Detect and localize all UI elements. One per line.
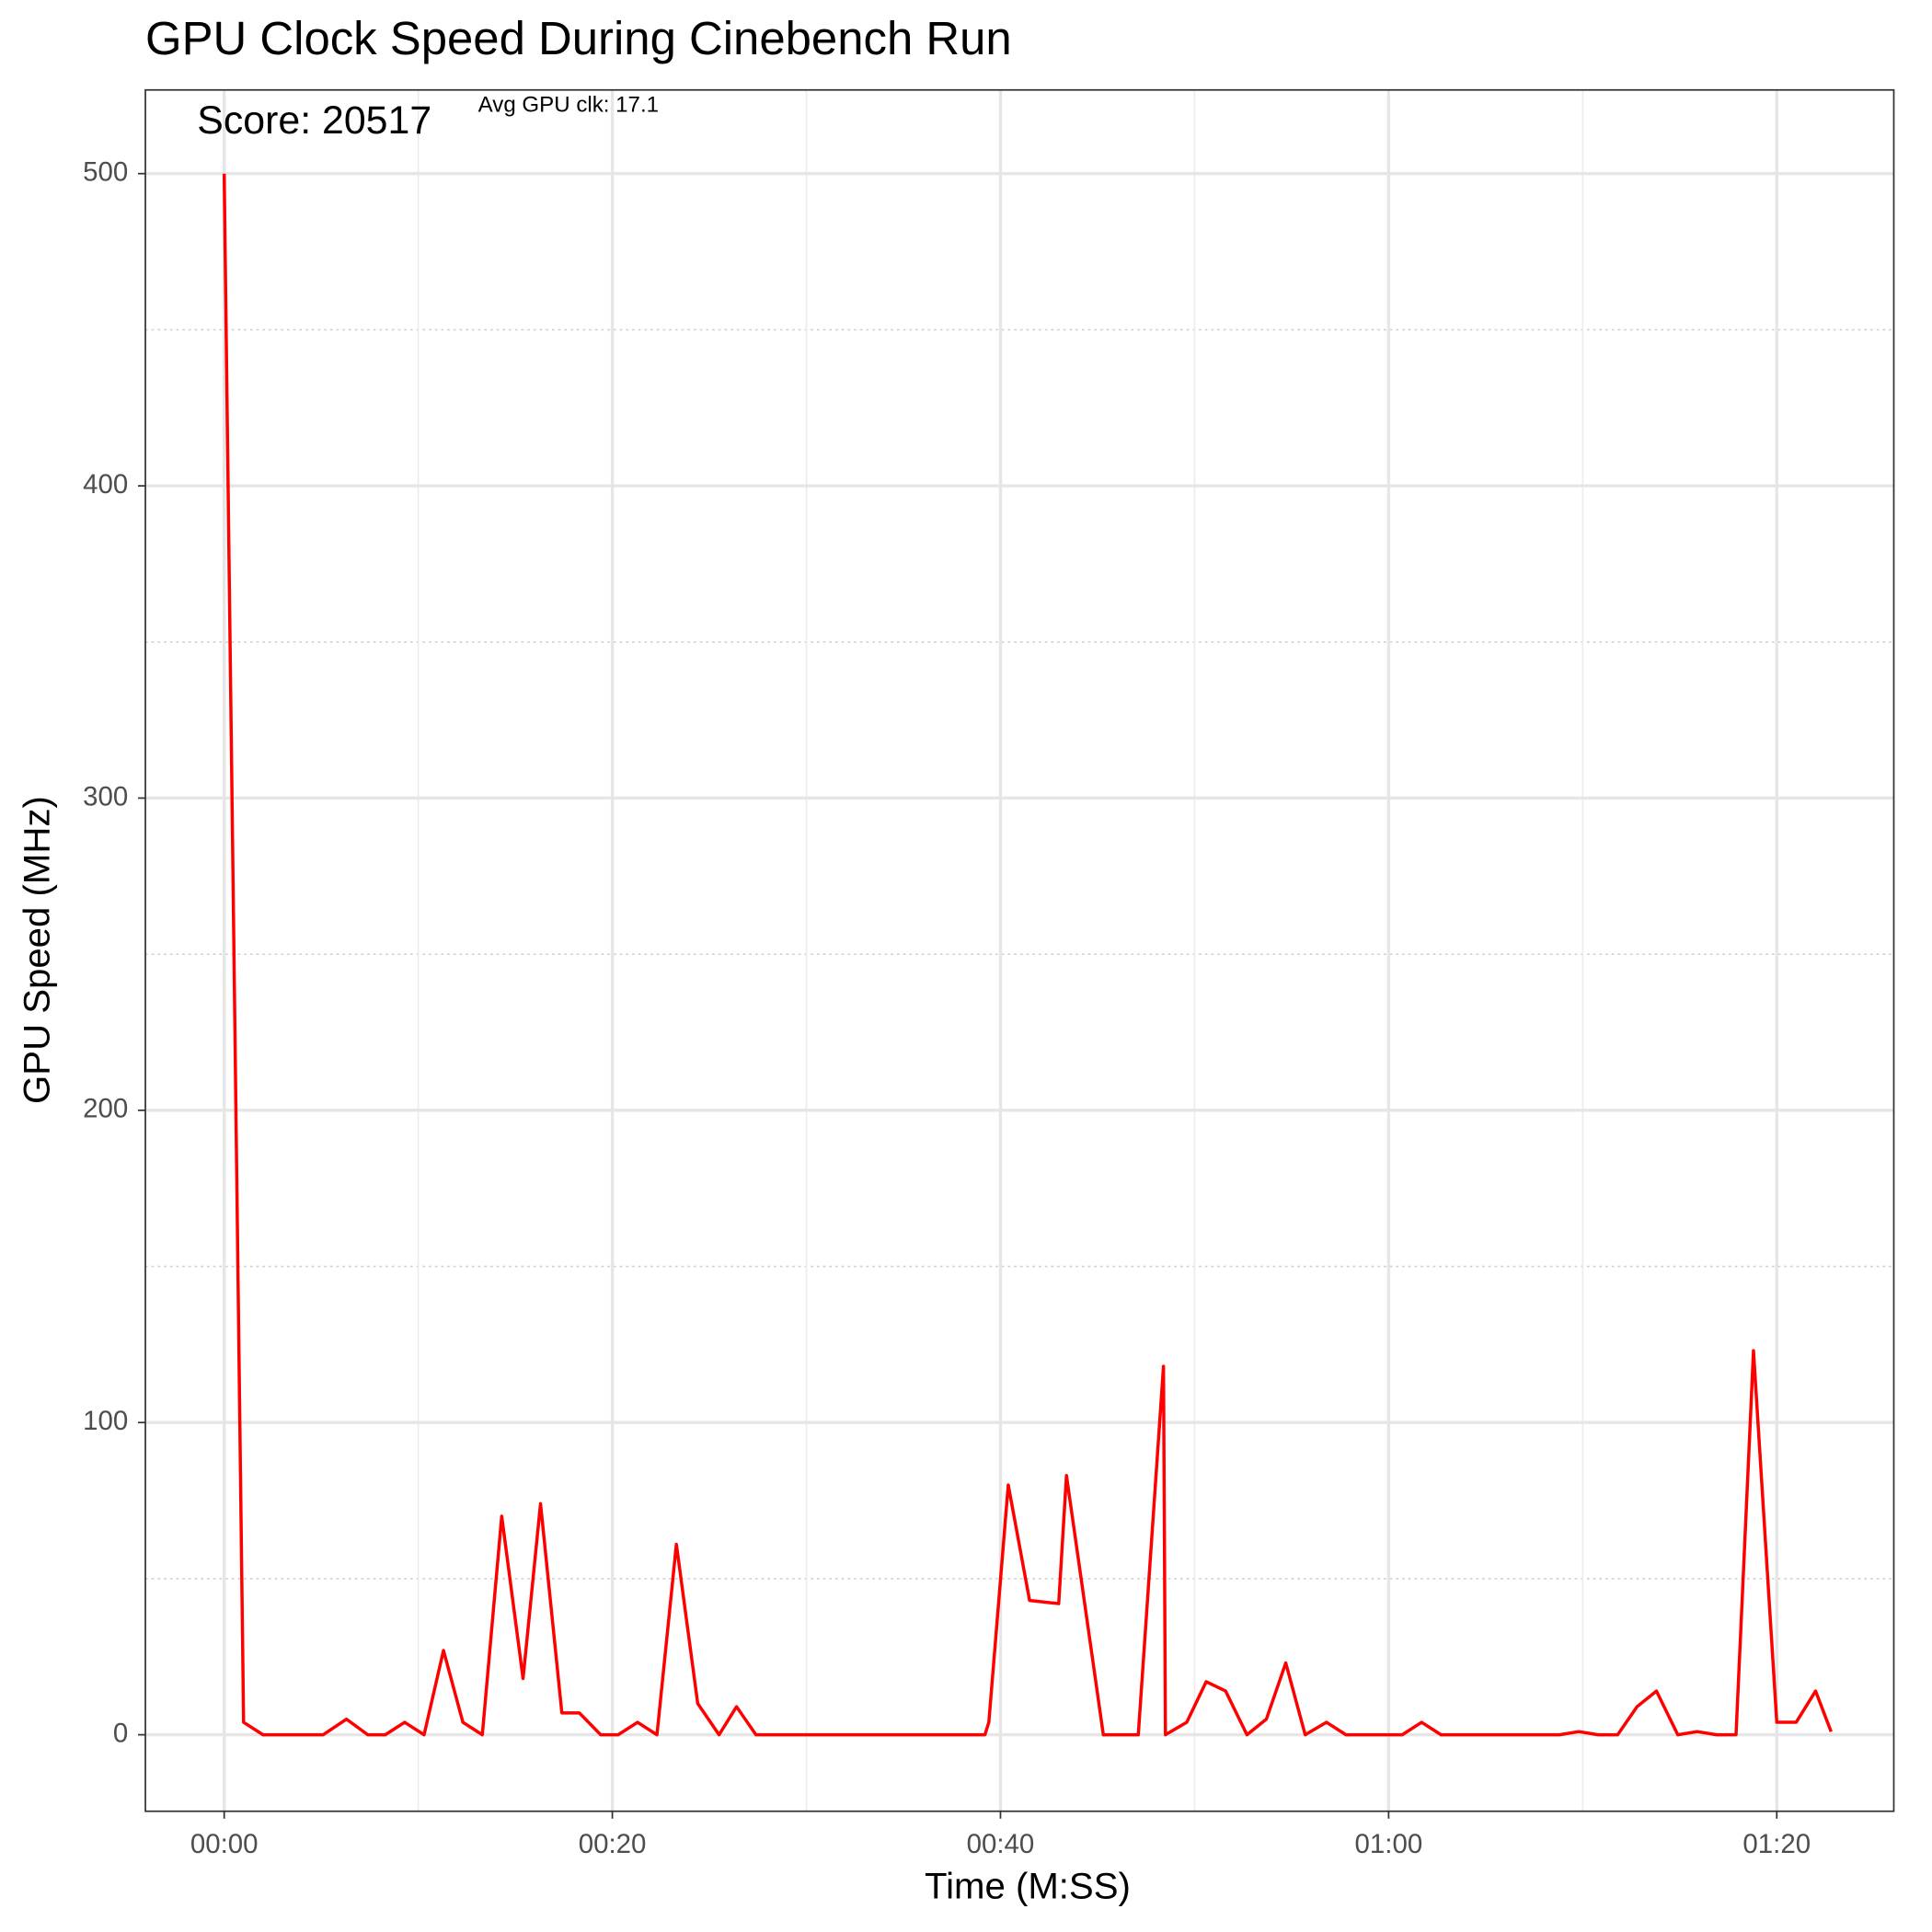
y-tick-label: 400: [83, 469, 128, 500]
x-tick-label: 00:40: [967, 1829, 1035, 1859]
y-tick-label: 0: [113, 1718, 128, 1748]
x-axis-title: Time (M:SS): [925, 1866, 1131, 1907]
y-tick-label: 100: [83, 1406, 128, 1436]
avg-annotation: Avg GPU clk: 17.1: [478, 93, 659, 118]
chart-title: GPU Clock Speed During Cinebench Run: [145, 12, 1012, 64]
y-tick-label: 200: [83, 1094, 128, 1124]
y-tick-label: 500: [83, 157, 128, 188]
score-annotation: Score: 20517: [197, 98, 431, 143]
x-tick-label: 01:20: [1742, 1829, 1811, 1859]
x-tick-label: 00:20: [579, 1829, 647, 1859]
y-axis-title: GPU Speed (MHz): [16, 796, 57, 1104]
y-tick-label: 300: [83, 781, 128, 811]
x-tick-label: 01:00: [1355, 1829, 1423, 1859]
grid: 0 100 200 300 400 500 00:00 00:20 00:40 01:00 01:2…: [83, 89, 1894, 1859]
panel-border: [144, 88, 1895, 1812]
data-line: [222, 173, 1833, 1737]
x-tick-label: 00:00: [190, 1829, 259, 1859]
plot: [222, 173, 1833, 1737]
